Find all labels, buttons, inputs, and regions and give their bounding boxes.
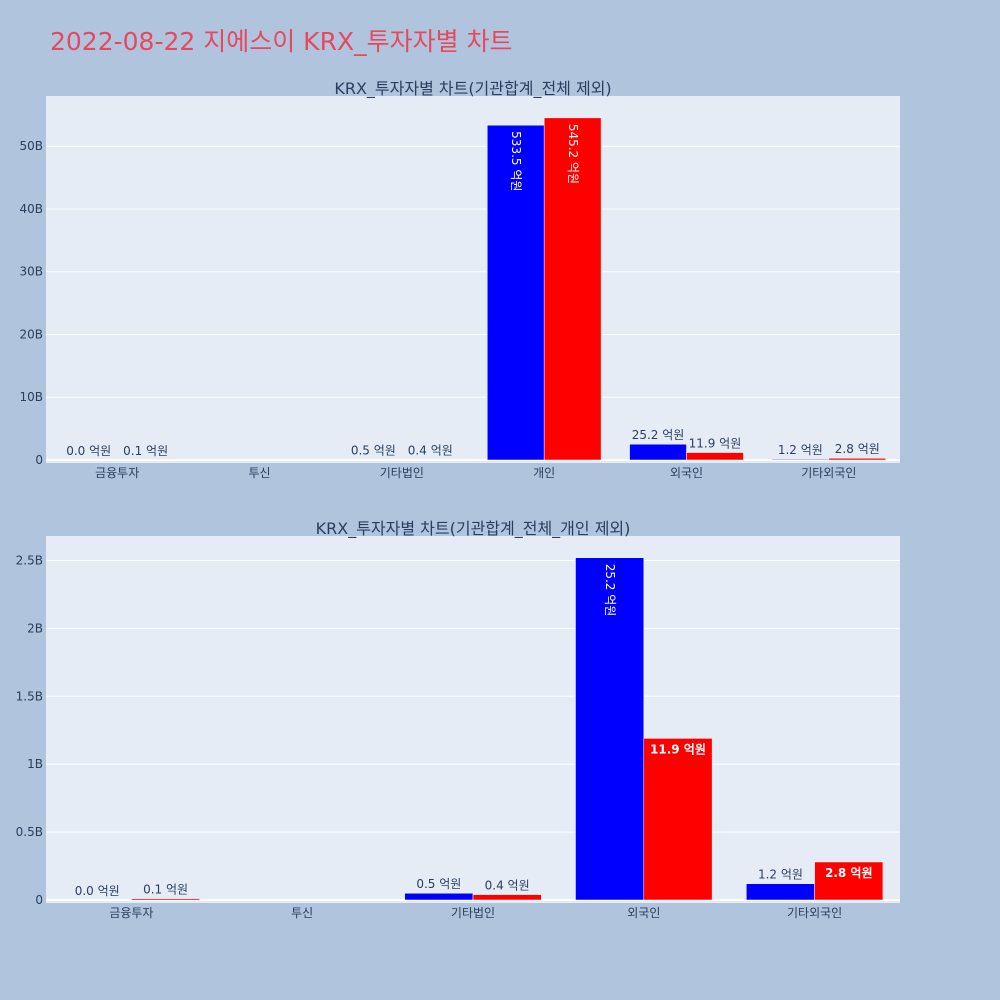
x-tick-label: 금융투자 bbox=[95, 466, 139, 480]
data-label: 11.9 억원 bbox=[689, 437, 742, 451]
bar bbox=[575, 557, 645, 901]
y-tick-label: 40B bbox=[19, 202, 43, 216]
plot-area bbox=[46, 96, 900, 463]
bar bbox=[404, 892, 474, 901]
bar bbox=[629, 443, 687, 461]
y-tick-label: 0 bbox=[35, 893, 43, 907]
bar bbox=[472, 894, 542, 901]
x-tick-label: 개인 bbox=[533, 466, 555, 480]
data-label: 0.4 억원 bbox=[485, 879, 530, 893]
bar bbox=[771, 458, 830, 461]
x-tick-label: 기타법인 bbox=[380, 466, 424, 480]
data-label: 0.4 억원 bbox=[408, 444, 453, 458]
chart-1: KRX_투자자별 차트(기관합계_전체 제외) 0 10B 20B 30B 40B 50B 금… bbox=[19, 79, 900, 480]
data-label: 0.0 억원 bbox=[75, 884, 120, 898]
bar bbox=[814, 861, 884, 901]
bar bbox=[746, 883, 815, 901]
data-label: 25.2 억원 bbox=[603, 564, 617, 617]
y-tick-label: 2.5B bbox=[16, 553, 43, 567]
chart-2: KRX_투자자별 차트(기관합계_전체_개인 제외) 0 0.5B 1B 1.5B 2B 2… bbox=[16, 519, 900, 920]
x-tick-label: 투신 bbox=[291, 906, 313, 920]
y-tick-label: 30B bbox=[19, 265, 43, 279]
bar bbox=[643, 738, 713, 901]
data-label: 1.2 억원 bbox=[758, 868, 803, 882]
plot-area bbox=[46, 536, 900, 903]
data-label: 0.5 억원 bbox=[351, 444, 396, 458]
data-label: 0.5 억원 bbox=[416, 877, 461, 891]
data-label: 1.2 억원 bbox=[778, 443, 823, 457]
x-tick-label: 투신 bbox=[248, 466, 270, 480]
y-tick-label: 20B bbox=[19, 327, 43, 341]
chart-title: KRX_투자자별 차트(기관합계_전체 제외) bbox=[334, 79, 611, 99]
data-label: 25.2 억원 bbox=[632, 428, 685, 442]
x-tick-label: 외국인 bbox=[627, 906, 660, 920]
bar bbox=[828, 457, 887, 461]
x-tick-label: 기타외국인 bbox=[801, 466, 856, 480]
y-tick-label: 0 bbox=[35, 453, 43, 467]
x-tick-label: 기타법인 bbox=[451, 906, 495, 920]
bar bbox=[543, 117, 602, 461]
chart-title: KRX_투자자별 차트(기관합계_전체_개인 제외) bbox=[316, 519, 631, 539]
data-label: 533.5 억원 bbox=[509, 131, 523, 191]
x-tick-label: 기타외국인 bbox=[787, 906, 842, 920]
data-label: 11.9 억원 bbox=[650, 742, 706, 756]
y-tick-label: 50B bbox=[19, 139, 43, 153]
bar bbox=[131, 898, 200, 901]
page-title: 2022-08-22 지에스이 KRX_투자자별 차트 bbox=[50, 27, 513, 56]
data-label: 0.0 억원 bbox=[66, 444, 111, 458]
x-tick-label: 금융투자 bbox=[109, 906, 153, 920]
data-label: 2.8 억원 bbox=[825, 866, 873, 880]
data-label: 545.2 억원 bbox=[566, 124, 580, 184]
y-tick-label: 10B bbox=[19, 390, 43, 404]
y-tick-label: 2B bbox=[27, 621, 43, 635]
data-label: 2.8 억원 bbox=[835, 442, 880, 456]
y-tick-label: 1B bbox=[27, 757, 43, 771]
data-label: 0.1 억원 bbox=[143, 883, 188, 897]
y-tick-label: 0.5B bbox=[16, 825, 43, 839]
data-label: 0.1 억원 bbox=[123, 444, 168, 458]
bar bbox=[686, 452, 744, 461]
x-tick-label: 외국인 bbox=[670, 466, 703, 480]
y-tick-label: 1.5B bbox=[16, 689, 43, 703]
